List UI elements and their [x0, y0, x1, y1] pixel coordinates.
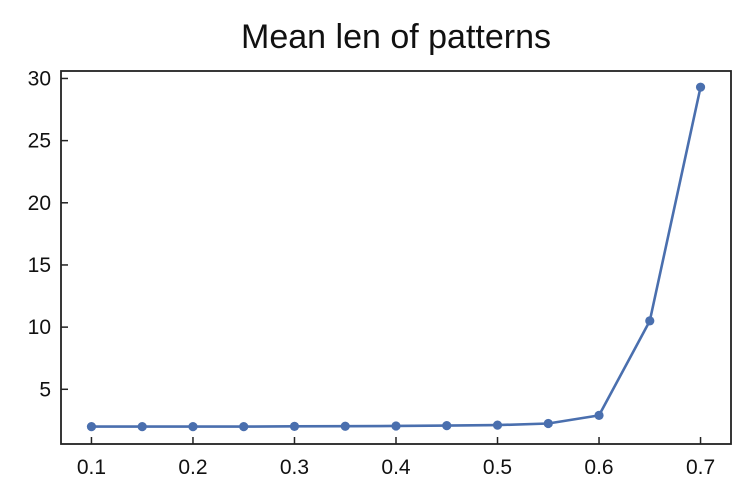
data-point [188, 421, 198, 432]
data-point [289, 421, 300, 431]
y-tick-label: 20 [28, 192, 51, 215]
series-layer [86, 82, 706, 432]
data-point [239, 421, 249, 432]
y-tick-label: 25 [28, 130, 51, 153]
x-tick-label: 0.7 [686, 456, 715, 479]
x-tick-label: 0.1 [77, 456, 106, 479]
chart-title: Mean len of patterns [241, 18, 551, 56]
y-tick-label: 30 [28, 67, 51, 90]
x-tick-label: 0.3 [280, 456, 309, 479]
y-tick-label: 10 [28, 316, 51, 339]
data-point [695, 82, 706, 92]
y-tick-label: 15 [28, 254, 51, 277]
data-point [86, 421, 97, 432]
data-point [645, 316, 655, 326]
data-point [340, 421, 350, 431]
x-axis: 0.1 0.2 0.3 0.4 0.5 0.6 0.7 [77, 437, 715, 479]
data-point [492, 420, 503, 430]
y-axis: 5 10 15 20 25 30 [28, 67, 68, 401]
data-point [137, 421, 147, 432]
x-tick-label: 0.2 [178, 456, 207, 479]
x-tick-label: 0.6 [584, 456, 613, 479]
data-point [543, 418, 553, 429]
x-tick-label: 0.5 [483, 456, 512, 479]
data-point [594, 410, 604, 421]
data-point [391, 421, 401, 431]
x-tick-label: 0.4 [381, 456, 411, 479]
series-line [91, 86, 702, 428]
data-point [442, 420, 452, 431]
y-tick-label: 5 [39, 378, 51, 401]
plot-area-frame [60, 70, 732, 445]
